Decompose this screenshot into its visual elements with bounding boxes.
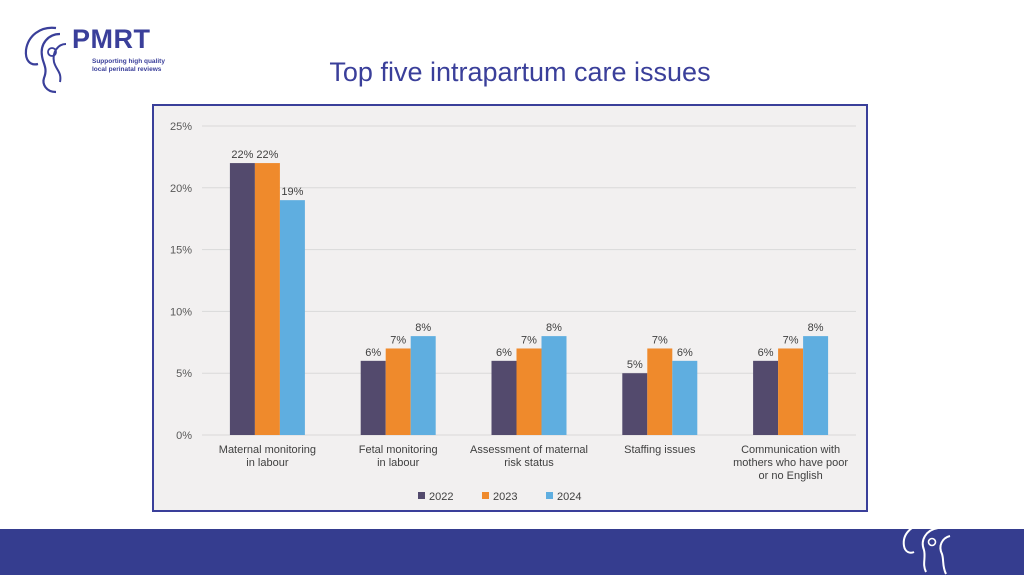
legend-swatch-2024 [546,492,553,499]
legend-swatch-2022 [418,492,425,499]
bar-2024 [541,336,567,435]
y-tick-label: 0% [176,430,192,442]
bar-2022 [753,360,779,435]
logo-name: PMRT [72,24,151,54]
data-label: 8% [415,322,431,334]
data-label: 22% [231,149,253,161]
x-category-label: Maternal monitoring [219,444,316,456]
data-label: 7% [783,334,799,346]
page-title: Top five intrapartum care issues [329,57,711,87]
y-tick-label: 20% [170,183,192,195]
data-label: 6% [365,347,381,359]
data-label: 22% [256,149,278,161]
x-category-label: in labour [246,457,289,469]
bar-2022 [491,360,517,435]
y-axis: 0% 5% 10% 15% 20% 25% [170,121,192,442]
bar-2024 [672,360,698,435]
data-label: 7% [521,334,537,346]
bar-2023 [385,348,411,435]
legend: 2022 2023 2024 [418,491,581,503]
pmrt-logo: PMRT Supporting high quality local perin… [22,22,182,96]
data-label: 6% [496,347,512,359]
family-silhouette-icon [24,26,67,94]
y-tick-label: 25% [170,121,192,133]
x-category-label: or no English [758,470,822,482]
data-label: 19% [281,186,303,198]
x-category-label: risk status [504,457,554,469]
data-label: 6% [677,347,693,359]
data-labels: 22% 22% 19% 6% 7% 8% 6% 7% 8% 5% 7% 6% 6% 7% 8% [231,149,823,371]
bar-2023 [254,163,280,435]
x-category-label: mothers who have poor [733,457,848,469]
legend-label-2022: 2022 [429,491,453,503]
data-label: 7% [652,334,668,346]
data-label: 5% [627,359,643,371]
data-label: 7% [390,334,406,346]
logo-tagline: Supporting high quality local perinatal … [92,58,202,73]
bar-2024 [410,336,436,435]
x-category-label: Staffing issues [624,444,696,456]
y-tick-label: 15% [170,245,192,257]
legend-label-2023: 2023 [493,491,517,503]
bars [229,163,829,435]
bar-2023 [778,348,804,435]
legend-swatch-2023 [482,492,489,499]
y-tick-label: 10% [170,306,192,318]
legend-label-2024: 2024 [557,491,581,503]
data-label: 8% [808,322,824,334]
bar-chart: 0% 5% 10% 15% 20% 25% 22% 22% 19% 6% 7% 8% 6% 7% 8% 5%… [170,121,856,503]
footer-band [0,529,1024,575]
chart-frame: 0% 5% 10% 15% 20% 25% 22% 22% 19% 6% 7% 8% 6% 7% 8% 5%… [152,104,868,512]
bar-2022 [229,163,255,435]
bar-2023 [516,348,542,435]
data-label: 6% [758,347,774,359]
y-tick-label: 5% [176,368,192,380]
bar-2023 [647,348,673,435]
bar-2022 [622,373,648,435]
footer-family-icon [902,523,951,575]
logo-tagline-line1: Supporting high quality [92,58,165,65]
x-category-label: Assessment of maternal [470,444,588,456]
bar-2024 [803,336,829,435]
logo-tagline-line2: local perinatal reviews [92,65,162,73]
x-category-label: in labour [377,457,420,469]
x-category-label: Communication with [741,444,840,456]
bar-2022 [360,360,386,435]
x-category-label: Fetal monitoring [359,444,438,456]
bar-2024 [279,200,305,435]
data-label: 8% [546,322,562,334]
